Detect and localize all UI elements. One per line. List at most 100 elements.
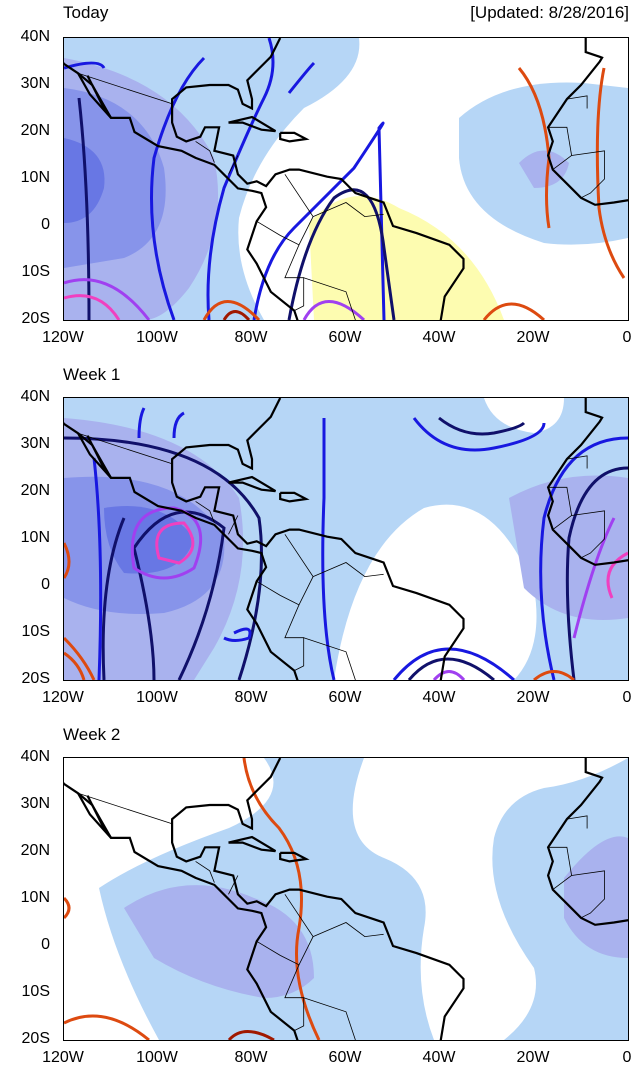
- contour-purple: [572, 517, 616, 639]
- country-border: [77, 432, 173, 465]
- country-border: [195, 141, 215, 163]
- contour-navy: [101, 517, 126, 680]
- contour-blue: [252, 121, 386, 320]
- contour-darkred: [227, 1030, 275, 1040]
- country-border: [195, 861, 215, 883]
- contour-orange: [64, 896, 71, 920]
- contour-blue: [137, 407, 185, 439]
- coastline: [279, 491, 310, 503]
- coastline: [279, 131, 310, 143]
- country-border: [303, 277, 356, 320]
- country-border: [303, 637, 356, 680]
- x-tick-label: 20W: [516, 689, 550, 706]
- coastline: [171, 398, 465, 680]
- contour-purple: [302, 300, 366, 320]
- y-tick-label: 0: [41, 216, 50, 233]
- neutral-region: [334, 504, 537, 680]
- contour-orange: [533, 670, 575, 680]
- x-tick-label: 120W: [42, 329, 84, 346]
- y-tick-label: 20S: [21, 310, 50, 327]
- y-tick-label: 20S: [21, 670, 50, 687]
- x-tick-label: 60W: [328, 1049, 362, 1066]
- x-tick-label: 20W: [516, 329, 550, 346]
- updated-label: [Updated: 8/28/2016]: [470, 3, 629, 22]
- contour-orange: [482, 302, 546, 320]
- y-tick-label: 20S: [21, 1030, 50, 1047]
- contour-navy: [438, 416, 526, 436]
- contour-blue: [539, 436, 628, 680]
- country-border: [566, 455, 588, 469]
- x-tick-label: 100W: [136, 329, 178, 346]
- country-border: [228, 875, 239, 895]
- y-tick-label: 30N: [20, 75, 50, 92]
- contour-pink: [606, 551, 628, 599]
- map-canvas: [64, 38, 628, 320]
- anomaly-region-lavender: [124, 885, 314, 998]
- y-tick-label: 20N: [20, 482, 50, 499]
- coastline: [546, 38, 628, 206]
- map-canvas: [64, 398, 628, 680]
- coastline: [77, 432, 112, 479]
- contour-purple: [130, 506, 203, 580]
- x-tick-label: 120W: [42, 1049, 84, 1066]
- x-tick-label: 0: [622, 689, 632, 706]
- contour-orange: [202, 300, 261, 320]
- map-canvas: [64, 758, 628, 1040]
- contour-pink: [155, 521, 195, 565]
- contour-blue: [206, 38, 275, 320]
- x-tick-label: 0: [622, 329, 632, 346]
- country-border: [571, 150, 605, 199]
- x-tick-label: 80W: [234, 1049, 268, 1066]
- x-tick-label: 40W: [422, 1049, 456, 1066]
- country-border: [256, 534, 314, 606]
- x-tick-label: 120W: [42, 689, 84, 706]
- map-panel-today: [63, 37, 629, 321]
- anomaly-region-lavender: [519, 150, 569, 188]
- country-border: [566, 815, 588, 829]
- contour-pink: [64, 294, 121, 320]
- y-tick-label: 10N: [20, 889, 50, 906]
- contour-blue: [150, 56, 206, 320]
- country-border: [548, 486, 573, 530]
- contour-orange: [242, 758, 321, 1040]
- map-panel-week2: [63, 757, 629, 1041]
- contour-orange: [595, 67, 626, 279]
- anomaly-region-lavender: [564, 836, 628, 958]
- x-tick-label: 60W: [328, 329, 362, 346]
- contour-purple: [64, 278, 151, 320]
- country-border: [548, 846, 573, 890]
- x-tick-label: 60W: [328, 689, 362, 706]
- contour-blue: [92, 457, 103, 680]
- contour-navy: [287, 188, 396, 320]
- coastline: [171, 38, 465, 320]
- coastline: [228, 115, 277, 133]
- contour-blue: [321, 418, 336, 680]
- coastline: [279, 851, 310, 863]
- y-tick-label: 10N: [20, 529, 50, 546]
- contour-navy: [77, 97, 91, 320]
- x-tick-label: 80W: [234, 689, 268, 706]
- country-border: [77, 792, 173, 825]
- anomaly-region-dark: [104, 506, 194, 574]
- country-border: [195, 501, 215, 523]
- contour-darkred: [222, 310, 251, 320]
- anomaly-region-yellow: [309, 196, 504, 320]
- y-tick-label: 10S: [21, 623, 50, 640]
- contour-blue: [223, 627, 252, 642]
- country-border: [303, 997, 356, 1040]
- panel-title-today: Today: [63, 3, 109, 22]
- contour-blue: [412, 417, 546, 452]
- x-tick-label: 100W: [136, 689, 178, 706]
- coastline: [77, 792, 112, 839]
- coastline: [228, 835, 277, 853]
- y-tick-label: 0: [41, 936, 50, 953]
- x-tick-label: 20W: [516, 1049, 550, 1066]
- country-border: [228, 155, 239, 175]
- y-tick-label: 10S: [21, 263, 50, 280]
- y-tick-label: 20N: [20, 122, 50, 139]
- country-border: [256, 894, 314, 966]
- coastline: [77, 72, 112, 119]
- y-tick-label: 10S: [21, 983, 50, 1000]
- panel-title-week1: Week 1: [63, 365, 121, 384]
- coastline: [171, 758, 465, 1040]
